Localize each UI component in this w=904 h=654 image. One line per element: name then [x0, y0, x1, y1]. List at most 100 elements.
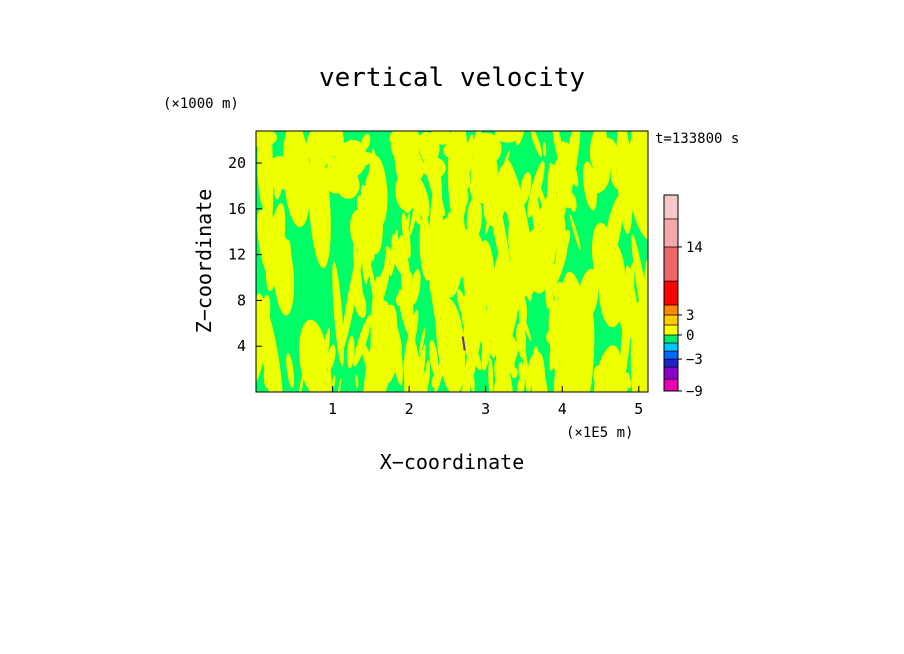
colorbar-level	[663, 342, 679, 352]
positive-region	[485, 208, 493, 234]
y-tick-label: 4	[237, 337, 246, 355]
positive-region	[274, 165, 284, 200]
x-tick-label: 4	[558, 400, 567, 418]
positive-region	[560, 146, 572, 203]
positive-region	[603, 195, 624, 270]
positive-region	[473, 131, 486, 168]
colorbar-level	[663, 314, 679, 326]
positive-region	[424, 360, 430, 390]
positive-region	[403, 309, 419, 374]
colorbar-tick-label: 0	[686, 328, 694, 344]
positive-region	[542, 142, 547, 157]
positive-region	[557, 358, 563, 382]
y-unit-label: (×1000 m)	[163, 96, 239, 112]
positive-region	[506, 371, 514, 392]
positive-region	[417, 368, 422, 392]
positive-region	[418, 327, 426, 356]
positive-region	[494, 360, 499, 386]
positive-region	[561, 140, 579, 187]
positive-region	[451, 157, 480, 172]
positive-region	[461, 132, 466, 155]
time-label: t=133800 s	[655, 131, 739, 147]
positive-region	[555, 160, 564, 198]
y-tick-label: 16	[228, 200, 246, 218]
x-tick-label: 1	[328, 400, 337, 418]
colorbar-frame	[663, 194, 679, 392]
positive-region	[446, 211, 455, 259]
positive-region	[518, 362, 526, 382]
positive-region	[306, 131, 339, 167]
x-unit-label: (×1E5 m)	[566, 425, 633, 441]
positive-region	[410, 175, 430, 219]
colorbar-tick-label: 14	[686, 240, 703, 256]
heatmap-field	[256, 131, 648, 392]
positive-region	[360, 340, 378, 387]
positive-region	[353, 288, 367, 319]
positive-region	[257, 209, 273, 277]
positive-region	[365, 204, 371, 218]
positive-region	[552, 131, 563, 164]
colorbar-level	[663, 350, 679, 360]
positive-region	[266, 369, 274, 392]
positive-region	[379, 314, 391, 347]
positive-region	[598, 372, 606, 392]
positive-region	[286, 352, 295, 388]
positive-region	[593, 365, 600, 384]
colorbar-level	[663, 324, 679, 336]
positive-region	[353, 314, 372, 367]
positive-region	[434, 353, 445, 392]
positive-region	[286, 161, 318, 195]
positive-region	[410, 269, 421, 305]
positive-region	[522, 249, 535, 276]
x-tick-label: 2	[405, 400, 414, 418]
positive-region	[385, 246, 394, 263]
positive-region	[301, 343, 307, 377]
positive-region	[469, 170, 497, 204]
positive-region	[354, 205, 368, 237]
positive-region	[569, 214, 581, 251]
positive-region	[404, 156, 417, 187]
positive-region	[389, 131, 421, 150]
positive-region	[391, 234, 405, 274]
positive-region	[531, 188, 541, 236]
positive-region	[404, 272, 413, 284]
positive-region	[501, 357, 506, 387]
positive-region	[332, 261, 344, 367]
positive-region	[556, 281, 568, 306]
positive-region	[306, 339, 309, 365]
positive-region	[556, 187, 565, 239]
positive-region	[387, 345, 401, 384]
positive-region	[454, 338, 462, 361]
positive-region	[347, 335, 355, 369]
positive-region	[459, 366, 464, 375]
positive-region	[533, 353, 542, 375]
colorbar-level	[663, 366, 679, 380]
positive-region	[459, 224, 469, 269]
colorbar-tick-label: 3	[686, 308, 694, 324]
positive-region	[429, 339, 439, 376]
positive-region	[427, 170, 445, 217]
colorbar-level	[663, 194, 679, 220]
x-axis: 1 2 3 4 5	[328, 386, 643, 418]
positive-region	[471, 296, 489, 352]
positive-region	[514, 232, 519, 290]
positive-region	[487, 264, 497, 285]
x-tick-label: 3	[481, 400, 490, 418]
positive-region	[582, 378, 587, 392]
positive-region	[488, 358, 494, 392]
colorbar: −9 −3 0 3 14	[663, 194, 703, 400]
x-axis-label: X−coordinate	[380, 450, 525, 474]
positive-region	[272, 361, 280, 371]
positive-region	[630, 299, 648, 392]
positive-region	[589, 159, 611, 194]
positive-region	[630, 355, 639, 386]
colorbar-level	[663, 378, 679, 392]
positive-region	[467, 364, 475, 392]
positive-region	[516, 280, 522, 306]
positive-region	[552, 268, 559, 311]
positive-region	[608, 366, 614, 378]
positive-region	[519, 172, 532, 205]
positive-region	[498, 302, 508, 353]
y-axis: 4 8 12 16 20	[228, 154, 262, 355]
